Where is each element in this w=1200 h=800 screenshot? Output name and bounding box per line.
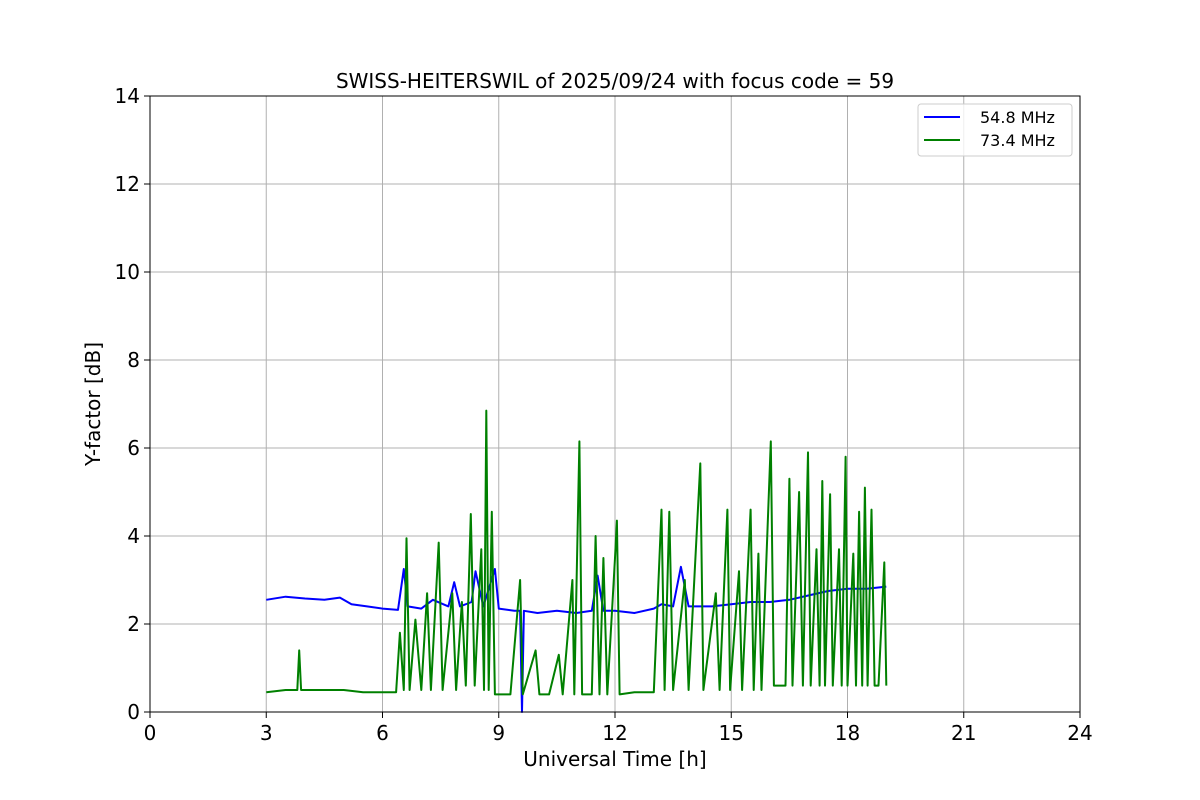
x-tick-label: 21 xyxy=(951,721,976,745)
x-tick-label: 24 xyxy=(1067,721,1092,745)
legend: 54.8 MHz 73.4 MHz xyxy=(917,103,1073,157)
x-axis-label: Universal Time [h] xyxy=(523,747,706,771)
x-tick-label: 0 xyxy=(144,721,157,745)
y-tick-label: 2 xyxy=(127,612,140,636)
y-tick-label: 10 xyxy=(115,260,140,284)
y-tick-label: 0 xyxy=(127,700,140,724)
series-line-1 xyxy=(266,409,888,696)
y-tick-label: 8 xyxy=(127,348,140,372)
legend-label-0: 54.8 MHz xyxy=(980,108,1055,127)
x-tick-label: 6 xyxy=(376,721,389,745)
x-tick-label: 15 xyxy=(719,721,744,745)
x-tick-label: 18 xyxy=(835,721,860,745)
y-axis-label: Y-factor [dB] xyxy=(81,342,105,467)
x-tick-label: 9 xyxy=(492,721,505,745)
series-group xyxy=(266,409,888,713)
x-tick-label: 12 xyxy=(602,721,627,745)
y-tick-label: 12 xyxy=(115,172,140,196)
legend-label-1: 73.4 MHz xyxy=(980,131,1055,150)
y-tick-label: 6 xyxy=(127,436,140,460)
y-tick-label: 14 xyxy=(115,84,140,108)
x-tick-label: 3 xyxy=(260,721,273,745)
chart-title: SWISS-HEITERSWIL of 2025/09/24 with focu… xyxy=(336,69,894,93)
y-tick-label: 4 xyxy=(127,524,140,548)
